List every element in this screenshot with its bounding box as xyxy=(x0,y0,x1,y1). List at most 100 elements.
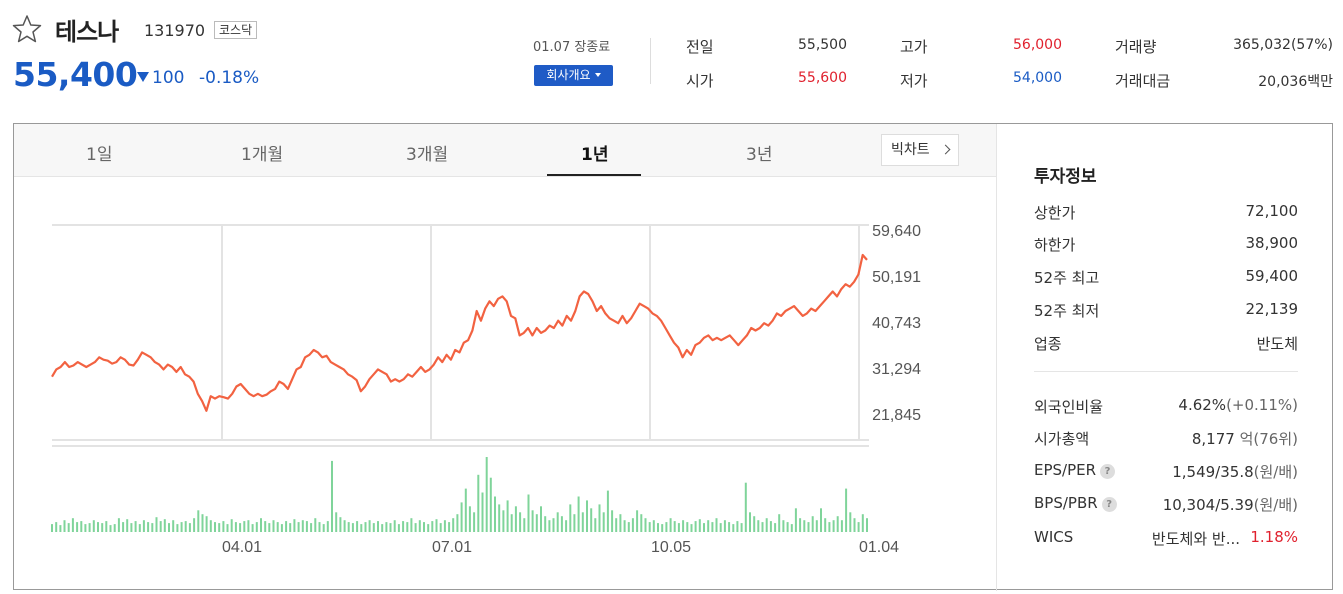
x-tick-label: 07.01 xyxy=(432,539,472,556)
volume-bar xyxy=(360,524,363,532)
eps-per-value-wrap: 1,549/35.8(원/배) xyxy=(1172,461,1298,482)
volume-bar xyxy=(80,521,83,532)
volume-bar xyxy=(778,514,781,532)
volume-bar xyxy=(264,521,267,532)
volume-bar xyxy=(769,521,772,532)
volume-bar xyxy=(214,522,216,532)
foreign-ratio-value-wrap: 4.62%(+0.11%) xyxy=(1178,396,1298,414)
volume-bar xyxy=(230,519,233,532)
quote-value-volume: 365,032(57%) xyxy=(1233,37,1333,53)
volume-bar xyxy=(619,514,622,532)
volume-bar xyxy=(494,496,496,532)
quote-value-high: 56,000 xyxy=(1013,37,1062,53)
volume-bar xyxy=(239,523,242,532)
volume-bar xyxy=(644,518,647,532)
volume-bar xyxy=(184,521,187,532)
volume-bar xyxy=(423,522,425,532)
volume-bar xyxy=(448,522,451,532)
volume-bar xyxy=(201,514,204,532)
volume-bar xyxy=(481,492,484,532)
volume-bar xyxy=(71,518,74,532)
volume-bar xyxy=(209,520,212,532)
current-price: 55,400 xyxy=(13,55,138,94)
help-icon[interactable]: ? xyxy=(1101,497,1117,512)
company-overview-button[interactable]: 회사개요 xyxy=(534,65,613,86)
volume-bar xyxy=(92,520,95,532)
favorite-star-icon[interactable] xyxy=(12,14,42,44)
sector-value[interactable]: 반도체 xyxy=(1256,335,1298,353)
x-tick-label: 01.04 xyxy=(859,539,899,556)
volume-bar xyxy=(853,518,856,532)
bps-pbr-label-wrap: BPS/PBR? xyxy=(1034,494,1117,512)
volume-bar xyxy=(753,516,756,532)
wics-sector-pct: 1.18% xyxy=(1250,528,1298,546)
volume-bar xyxy=(243,521,246,532)
volume-bar xyxy=(519,512,522,532)
volume-bar xyxy=(272,520,275,532)
quote-label-low: 저가 xyxy=(900,72,928,90)
volume-bar xyxy=(799,518,802,532)
volume-bar xyxy=(268,523,271,532)
volume-bar xyxy=(506,500,509,532)
volume-bar xyxy=(811,516,814,532)
tab-1year[interactable]: 1년 xyxy=(581,145,609,165)
volume-bar xyxy=(443,520,446,532)
volume-bar xyxy=(197,510,200,532)
tab-1day[interactable]: 1일 xyxy=(86,145,113,165)
big-chart-button[interactable]: 빅차트 xyxy=(881,134,959,166)
volume-bar xyxy=(251,524,254,532)
upper-limit-row: 상한가 72,100 xyxy=(1034,202,1298,226)
volume-bar xyxy=(590,508,593,532)
volume-bar xyxy=(431,521,434,532)
volume-bar xyxy=(301,520,304,532)
down-arrow-icon xyxy=(137,72,149,82)
volume-bar xyxy=(728,522,731,532)
volume-bar xyxy=(51,524,53,532)
volume-bar xyxy=(205,516,208,532)
eps-per-unit: (원/배) xyxy=(1253,463,1298,481)
volume-bar xyxy=(703,523,705,532)
volume-bar xyxy=(343,520,346,532)
volume-bar xyxy=(866,518,868,532)
x-tick-label: 10.05 xyxy=(651,539,691,556)
volume-bar xyxy=(280,524,283,532)
volume-bar xyxy=(151,523,154,532)
volume-bar xyxy=(807,522,810,532)
volume-bar xyxy=(473,512,476,532)
volume-bar xyxy=(510,514,513,532)
volume-bar xyxy=(761,522,764,532)
volume-bar xyxy=(820,508,822,532)
sector-label: 업종 xyxy=(1034,335,1062,353)
help-icon[interactable]: ? xyxy=(1100,464,1116,479)
wics-sector-name[interactable]: 반도체와 반... xyxy=(1151,530,1240,548)
volume-bar xyxy=(652,520,655,532)
volume-bar xyxy=(540,506,542,532)
y-tick-label: 59,640 xyxy=(872,223,921,240)
tab-3month[interactable]: 3개월 xyxy=(406,145,449,165)
market-cap-rank: (76위) xyxy=(1253,430,1298,448)
volume-bar xyxy=(598,504,601,532)
volume-bar xyxy=(661,524,664,532)
chart-panel: 1일 1개월 3개월 1년 3년 빅차트 59,640 50,191 40,743 3… xyxy=(13,123,1333,591)
tab-3year[interactable]: 3년 xyxy=(746,145,773,165)
active-tab-indicator xyxy=(547,174,641,176)
tab-1month[interactable]: 1개월 xyxy=(241,145,284,165)
volume-bar xyxy=(84,524,87,532)
wics-row: WICS 반도체와 반... 1.18% xyxy=(1034,528,1298,552)
volume-bar xyxy=(527,494,530,532)
volume-bar xyxy=(142,520,145,532)
volume-bar xyxy=(711,522,714,532)
52week-low-row: 52주 최저 22,139 xyxy=(1034,300,1298,324)
volume-bar xyxy=(794,508,797,532)
volume-bar xyxy=(560,516,563,532)
volume-bar xyxy=(260,518,262,532)
volume-bar xyxy=(715,518,718,532)
volume-bar xyxy=(665,522,668,532)
volume-bar xyxy=(247,520,250,532)
volume-bar xyxy=(88,523,91,532)
52week-low-label: 52주 최저 xyxy=(1034,302,1100,320)
volume-bar xyxy=(63,520,66,532)
price-chart[interactable]: 59,640 50,191 40,743 31,294 21,845 04.01 07.01… xyxy=(14,177,996,589)
lower-limit-value: 38,900 xyxy=(1245,234,1299,252)
volume-bar xyxy=(602,512,605,532)
